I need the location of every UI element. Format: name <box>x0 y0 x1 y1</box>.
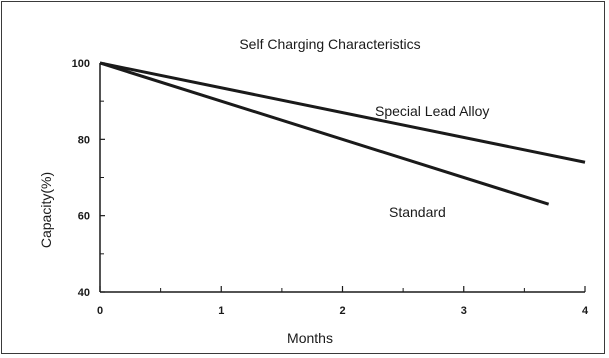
y-tick-label-40: 40 <box>78 287 90 299</box>
y-tick-label-100: 100 <box>72 58 90 70</box>
series-line-special-lead-alloy <box>99 61 586 164</box>
x-tick-label-3: 3 <box>461 305 467 317</box>
y-axis-label: Capacity(%) <box>38 172 54 248</box>
y-tick-label-60: 60 <box>78 211 90 223</box>
x-tick-label-1: 1 <box>218 305 224 317</box>
x-tick-label-0: 0 <box>97 305 103 317</box>
series-line-standard <box>99 61 550 206</box>
chart-frame <box>1 1 605 354</box>
series-label-special-lead-alloy: Special Lead Alloy <box>375 103 489 119</box>
chart-title: Self Charging Characteristics <box>239 36 420 52</box>
y-tick-label-80: 80 <box>78 134 90 146</box>
x-axis-label: Months <box>287 330 333 346</box>
x-tick-label-2: 2 <box>339 305 345 317</box>
series-label-standard: Standard <box>389 204 446 220</box>
x-tick-label-4: 4 <box>582 305 589 317</box>
